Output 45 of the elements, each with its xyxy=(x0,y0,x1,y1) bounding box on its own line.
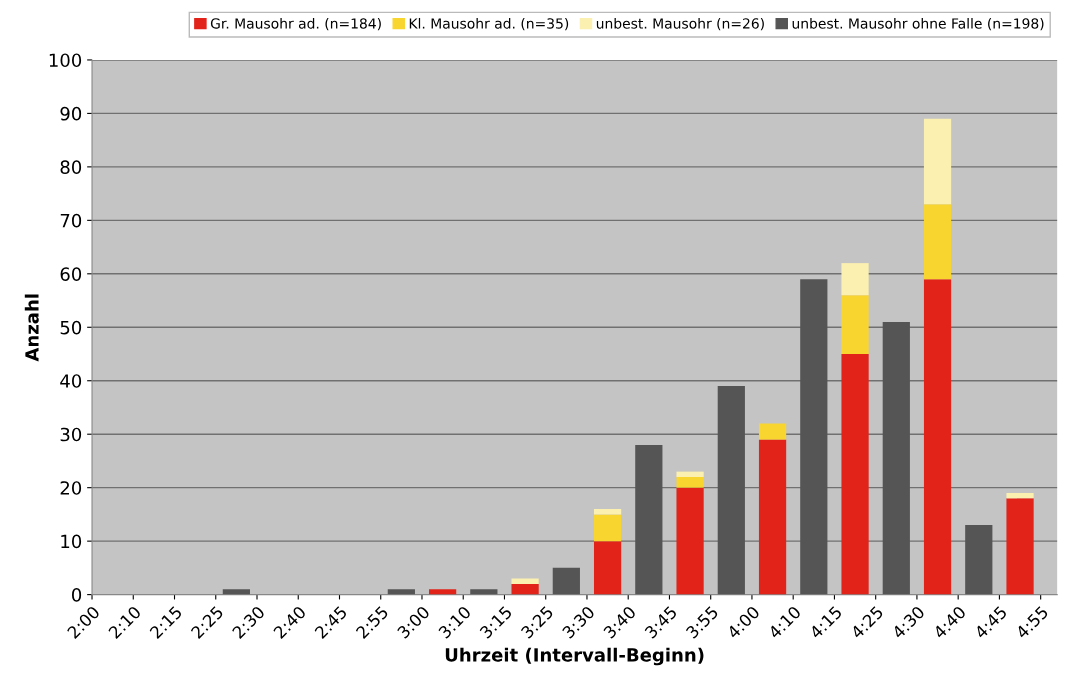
bar xyxy=(635,444,663,595)
y-axis-title: Anzahl xyxy=(24,294,39,362)
bar xyxy=(593,541,622,595)
legend-label: unbest. Mausohr (n=26) xyxy=(596,17,764,31)
bar xyxy=(387,589,415,595)
bar xyxy=(923,279,952,595)
bar xyxy=(676,471,704,477)
bar xyxy=(717,386,745,595)
y-tick-label: 20 xyxy=(60,481,82,495)
bar xyxy=(1006,493,1034,499)
y-tick-label: 100 xyxy=(49,53,82,68)
y-tick-label: 30 xyxy=(60,427,82,442)
y-tick-label: 80 xyxy=(60,160,82,174)
bar xyxy=(841,354,869,595)
y-tick-label: 70 xyxy=(60,213,82,228)
legend-label: unbest. Mausohr ohne Falle (n=198) xyxy=(792,17,1044,31)
bar xyxy=(428,589,457,595)
bar xyxy=(923,204,952,280)
bar xyxy=(511,583,539,595)
bar xyxy=(593,514,622,542)
y-tick-label: 0 xyxy=(72,588,82,602)
bar xyxy=(758,439,787,595)
bar xyxy=(841,263,869,296)
bar xyxy=(1006,498,1034,595)
x-axis-title: Uhrzeit (Intervall-Beginn) xyxy=(445,647,704,666)
y-tick-label: 90 xyxy=(60,106,82,121)
bar xyxy=(511,578,539,584)
legend-label: Kl. Mausohr ad. (n=35) xyxy=(409,17,569,31)
bar xyxy=(841,295,869,355)
bar xyxy=(676,476,704,488)
bar xyxy=(758,423,787,440)
bar xyxy=(470,589,498,595)
y-tick-label: 60 xyxy=(60,267,82,281)
bar xyxy=(965,525,993,595)
bar xyxy=(676,487,704,595)
bar xyxy=(800,279,828,595)
bar xyxy=(923,118,952,205)
y-tick-label: 50 xyxy=(60,320,82,335)
y-tick-label: 40 xyxy=(60,374,82,388)
bar xyxy=(882,321,910,595)
y-tick-label: 10 xyxy=(61,534,82,549)
bar xyxy=(552,567,580,595)
bar xyxy=(222,589,250,595)
legend-label: Gr. Mausohr ad. (n=184) xyxy=(210,17,381,31)
bar xyxy=(593,509,622,515)
